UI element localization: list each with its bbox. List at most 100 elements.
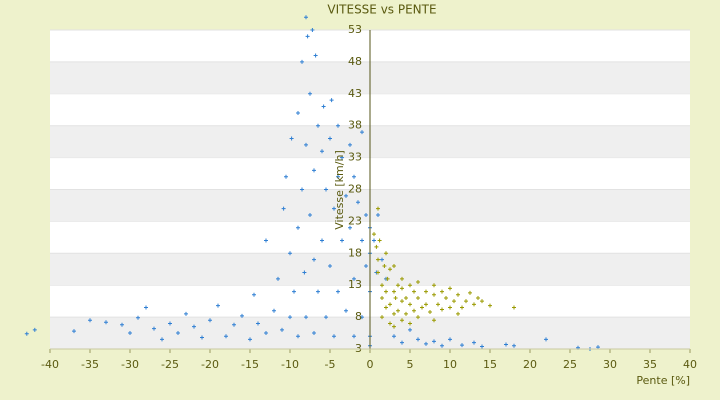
data-point — [416, 337, 420, 342]
data-point — [160, 337, 164, 342]
data-point — [348, 225, 352, 230]
data-point — [416, 295, 420, 300]
points — [24, 15, 600, 351]
y-axis-title: Vitesse [km/h] — [333, 150, 346, 230]
data-point — [408, 283, 412, 288]
data-point — [377, 238, 382, 243]
data-point — [24, 331, 29, 336]
data-point — [348, 142, 352, 147]
x-tick-label: -30 — [121, 358, 139, 371]
data-point — [281, 206, 286, 211]
data-point — [332, 334, 336, 339]
y-tick-label: 13 — [348, 278, 362, 291]
data-point — [432, 318, 436, 323]
data-point — [360, 315, 364, 320]
data-point — [388, 321, 392, 326]
x-tick-label: 0 — [367, 358, 374, 371]
data-point — [176, 331, 180, 336]
data-point — [512, 305, 516, 310]
data-point — [428, 309, 432, 314]
data-point — [305, 34, 310, 39]
data-point — [448, 305, 452, 310]
data-point — [400, 318, 404, 323]
data-point — [504, 342, 508, 347]
data-point — [384, 305, 388, 310]
data-point — [460, 343, 464, 348]
data-point — [388, 267, 392, 272]
data-point — [352, 334, 356, 339]
data-point — [456, 292, 460, 297]
data-point — [200, 335, 204, 340]
data-point — [392, 289, 396, 294]
data-point — [392, 264, 396, 269]
data-point — [408, 327, 412, 332]
data-point — [392, 311, 396, 316]
data-point — [310, 28, 315, 32]
data-point — [300, 59, 304, 64]
data-point — [336, 123, 340, 128]
data-point — [472, 302, 476, 307]
data-point — [404, 311, 408, 316]
data-point — [436, 302, 440, 307]
data-point — [276, 276, 280, 281]
data-point — [280, 327, 284, 332]
data-point — [308, 213, 312, 218]
data-point — [300, 187, 304, 192]
data-point — [313, 53, 318, 58]
data-point — [424, 341, 428, 346]
data-point — [432, 283, 436, 288]
data-point — [380, 257, 384, 262]
y-tick-label: 33 — [348, 151, 362, 164]
data-point — [344, 193, 348, 198]
data-point — [296, 225, 300, 230]
data-point — [380, 283, 384, 288]
data-point — [104, 320, 108, 325]
x-axis-title: Pente [%] — [636, 374, 690, 387]
y-tick-label: 28 — [348, 183, 362, 196]
data-point — [424, 302, 428, 307]
data-point — [232, 322, 236, 327]
data-point — [296, 110, 300, 115]
data-point — [412, 289, 416, 294]
y-tick-label: 8 — [355, 310, 362, 323]
data-point — [392, 334, 396, 339]
x-tick-label: 40 — [683, 358, 697, 371]
x-tick-label: -20 — [201, 358, 219, 371]
data-point — [476, 295, 480, 300]
data-point — [240, 313, 244, 318]
data-point — [128, 331, 132, 336]
data-point — [360, 130, 364, 135]
x-tick-label: 30 — [603, 358, 617, 371]
data-point — [460, 305, 464, 310]
data-point — [452, 299, 456, 304]
data-point — [372, 238, 376, 243]
data-point — [312, 257, 316, 262]
data-point — [152, 326, 156, 331]
data-point — [316, 289, 320, 294]
data-point — [384, 289, 388, 294]
data-point — [364, 213, 368, 218]
data-point — [376, 257, 380, 262]
data-point — [364, 264, 368, 269]
data-point — [376, 270, 380, 275]
data-point — [408, 321, 412, 326]
data-point — [328, 136, 332, 141]
data-point — [192, 324, 196, 329]
data-point — [264, 238, 268, 243]
y-tick-label: 18 — [348, 246, 362, 259]
data-point — [400, 340, 404, 345]
data-point — [404, 295, 408, 300]
x-tick-label: -25 — [161, 358, 179, 371]
chart-title: VITESSE vs PENTE — [327, 3, 436, 17]
data-point — [440, 343, 444, 348]
data-point — [144, 305, 148, 310]
data-point — [360, 238, 364, 243]
data-point — [284, 174, 288, 179]
x-tick-label: 25 — [563, 358, 577, 371]
data-point — [352, 174, 356, 179]
data-point — [468, 290, 472, 295]
data-point — [432, 339, 436, 344]
data-point — [400, 286, 404, 291]
data-point — [372, 232, 376, 237]
x-tick-label: -10 — [281, 358, 299, 371]
